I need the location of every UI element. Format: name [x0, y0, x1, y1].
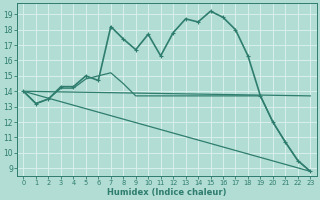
X-axis label: Humidex (Indice chaleur): Humidex (Indice chaleur) [107, 188, 227, 197]
